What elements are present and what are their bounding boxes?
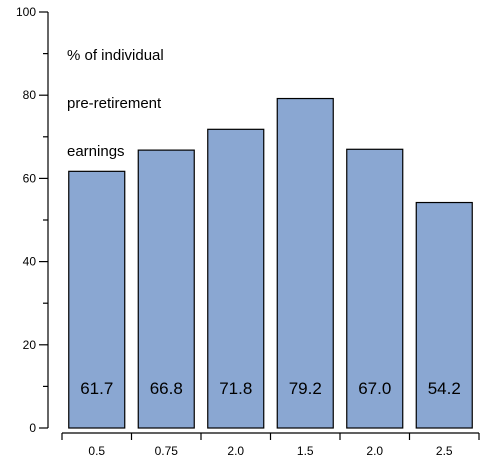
bar (276, 97, 334, 429)
y-tick-label: 100 (16, 5, 36, 19)
x-tick-label: 0.75 (155, 444, 179, 458)
y-tick-label: 80 (23, 88, 37, 102)
x-axis: 0.5 0.75 2.0 1.5 2.0 2.5 (61, 432, 480, 458)
bar-value-label: 61.7 (80, 379, 113, 398)
x-tick-label: 2.0 (227, 444, 244, 458)
bar (137, 149, 195, 429)
x-tick-label: 2.0 (366, 444, 383, 458)
bar (68, 170, 126, 429)
y-axis-title-line-2: pre-retirement (67, 95, 162, 112)
bar (346, 148, 404, 429)
y-axis: 0 20 40 60 80 100 (16, 5, 49, 435)
bar-value-label: 54.2 (428, 379, 461, 398)
bar-value-label: 67.0 (358, 379, 391, 398)
y-axis-title: % of individual pre-retirement earnings (67, 16, 164, 176)
bars: 61.7 66.8 71.8 79.2 67.0 54.2 (68, 97, 473, 429)
x-tick-label: 0.5 (88, 444, 105, 458)
bar-value-label: 71.8 (219, 379, 252, 398)
x-tick-label: 2.5 (436, 444, 453, 458)
bar (207, 128, 265, 429)
y-tick-label: 0 (29, 421, 36, 435)
y-axis-title-line-3: earnings (67, 143, 125, 160)
y-tick-label: 60 (23, 171, 37, 185)
y-axis-title-line-1: % of individual (67, 47, 164, 64)
y-tick-label: 20 (23, 338, 37, 352)
bar (415, 201, 473, 429)
bar-value-label: 79.2 (289, 379, 322, 398)
y-tick-label: 40 (23, 255, 37, 269)
bar-value-label: 66.8 (150, 379, 183, 398)
x-tick-label: 1.5 (297, 444, 314, 458)
